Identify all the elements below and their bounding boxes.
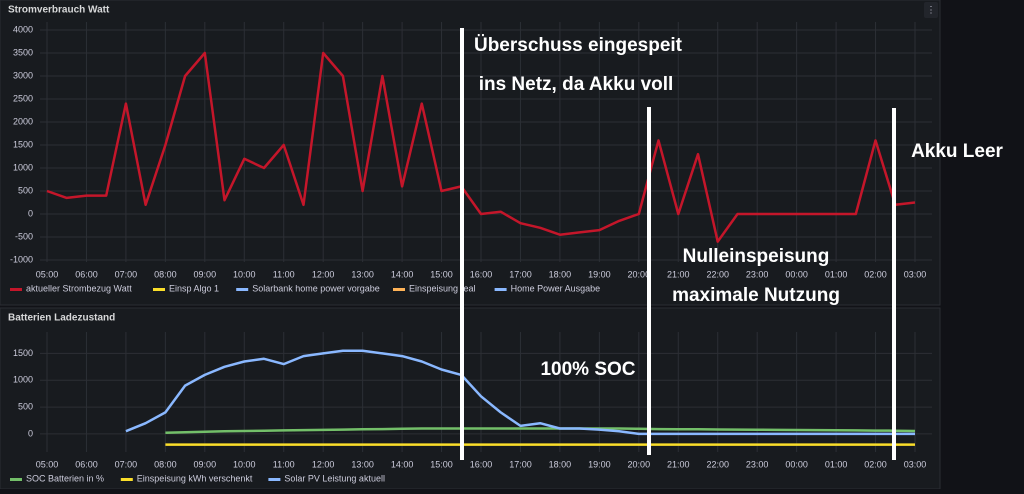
x-tick-label: 20:00 — [628, 269, 651, 279]
panel-menu[interactable] — [924, 2, 938, 18]
y-tick-label: 0 — [28, 208, 33, 218]
y-tick-label: 1500 — [13, 348, 33, 358]
x-tick-label: 05:00 — [36, 269, 59, 279]
x-tick-label: 17:00 — [509, 459, 532, 469]
legend-swatch — [10, 288, 22, 291]
x-tick-label: 07:00 — [115, 269, 138, 279]
x-tick-label: 22:00 — [706, 269, 729, 279]
x-tick-label: 07:00 — [115, 459, 138, 469]
x-tick-label: 14:00 — [391, 269, 414, 279]
x-tick-label: 09:00 — [194, 459, 217, 469]
legend-label: aktueller Strombezug Watt — [26, 283, 132, 293]
x-tick-label: 12:00 — [312, 459, 335, 469]
legend-swatch — [393, 288, 405, 291]
x-tick-label: 21:00 — [667, 269, 690, 279]
legend-swatch — [236, 288, 249, 291]
x-tick-label: 19:00 — [588, 269, 611, 279]
series-line — [165, 427, 916, 435]
x-tick-label: 00:00 — [785, 269, 808, 279]
panel-title: Stromverbrauch Watt — [8, 5, 110, 16]
x-tick-label: 19:00 — [588, 459, 611, 469]
x-tick-label: 10:00 — [233, 269, 256, 279]
x-tick-label: 12:00 — [312, 269, 335, 279]
panel — [0, 0, 941, 306]
x-tick-label: 03:00 — [904, 269, 927, 279]
x-tick-label: 11:00 — [273, 269, 295, 279]
y-tick-label: 3000 — [13, 70, 33, 80]
y-tick-label: -1000 — [10, 254, 33, 264]
y-tick-label: 500 — [18, 401, 33, 411]
x-tick-label: 02:00 — [864, 269, 887, 279]
x-tick-label: 08:00 — [154, 459, 177, 469]
legend-label: Solarbank home power vorgabe — [252, 283, 380, 293]
annotation: 100% SOC — [540, 359, 635, 380]
x-tick-label: 20:00 — [628, 459, 651, 469]
panel — [0, 307, 941, 490]
y-tick-label: 500 — [18, 185, 33, 195]
y-tick-label: 0 — [28, 428, 33, 438]
y-tick-label: -500 — [15, 231, 33, 241]
x-tick-label: 21:00 — [667, 459, 690, 469]
menu-icon[interactable]: ⋮ — [927, 4, 936, 14]
annotation: maximale Nutzung — [672, 285, 840, 306]
y-tick-label: 2500 — [13, 93, 33, 103]
legend-label: Solar PV Leistung aktuell — [284, 473, 385, 483]
series-line — [46, 51, 916, 243]
x-tick-label: 17:00 — [509, 269, 532, 279]
x-tick-label: 08:00 — [154, 269, 177, 279]
x-tick-label: 13:00 — [351, 269, 374, 279]
x-tick-label: 14:00 — [391, 459, 414, 469]
series-line — [125, 349, 915, 436]
x-tick-label: 11:00 — [273, 459, 295, 469]
x-tick-label: 10:00 — [233, 459, 256, 469]
y-tick-label: 2000 — [13, 116, 33, 126]
x-tick-label: 09:00 — [194, 269, 217, 279]
x-tick-label: 16:00 — [470, 459, 493, 469]
x-tick-label: 16:00 — [470, 269, 493, 279]
legend-swatch — [268, 478, 281, 481]
y-tick-label: 1000 — [13, 375, 33, 385]
annotation: Akku Leer — [911, 141, 1003, 162]
x-tick-label: 15:00 — [430, 269, 453, 279]
x-tick-label: 03:00 — [904, 459, 927, 469]
legend-label: Einspeisung kWh verschenkt — [137, 473, 253, 483]
legend-label: Einsp Algo 1 — [169, 283, 219, 293]
x-tick-label: 00:00 — [785, 459, 808, 469]
legend-label: Home Power Ausgabe — [511, 283, 601, 293]
annotation: Nulleinspeisung — [683, 246, 830, 267]
annotation: Überschuss eingespeit — [474, 35, 683, 56]
x-tick-label: 02:00 — [864, 459, 887, 469]
y-tick-label: 1000 — [13, 162, 33, 172]
y-tick-label: 3500 — [13, 47, 33, 57]
y-tick-label: 1500 — [13, 139, 33, 149]
x-tick-label: 22:00 — [706, 459, 729, 469]
x-tick-label: 23:00 — [746, 269, 769, 279]
x-tick-label: 05:00 — [36, 459, 59, 469]
x-tick-label: 06:00 — [75, 269, 98, 279]
x-tick-label: 01:00 — [825, 459, 848, 469]
x-tick-label: 18:00 — [549, 459, 572, 469]
x-tick-label: 15:00 — [430, 459, 453, 469]
panel-title: Batterien Ladezustand — [8, 313, 115, 324]
annotation: ins Netz, da Akku voll — [479, 74, 674, 95]
legend-swatch — [494, 288, 507, 291]
legend-swatch — [10, 478, 22, 481]
x-tick-label: 13:00 — [351, 459, 374, 469]
legend-label: SOC Batterien in % — [26, 473, 104, 483]
x-tick-label: 01:00 — [825, 269, 848, 279]
legend-swatch — [153, 288, 165, 291]
legend-label: Einspeisung real — [409, 283, 476, 293]
legend-swatch — [120, 478, 133, 481]
x-tick-label: 23:00 — [746, 459, 769, 469]
x-tick-label: 18:00 — [549, 269, 572, 279]
y-tick-label: 4000 — [13, 24, 33, 34]
x-tick-label: 06:00 — [75, 459, 98, 469]
